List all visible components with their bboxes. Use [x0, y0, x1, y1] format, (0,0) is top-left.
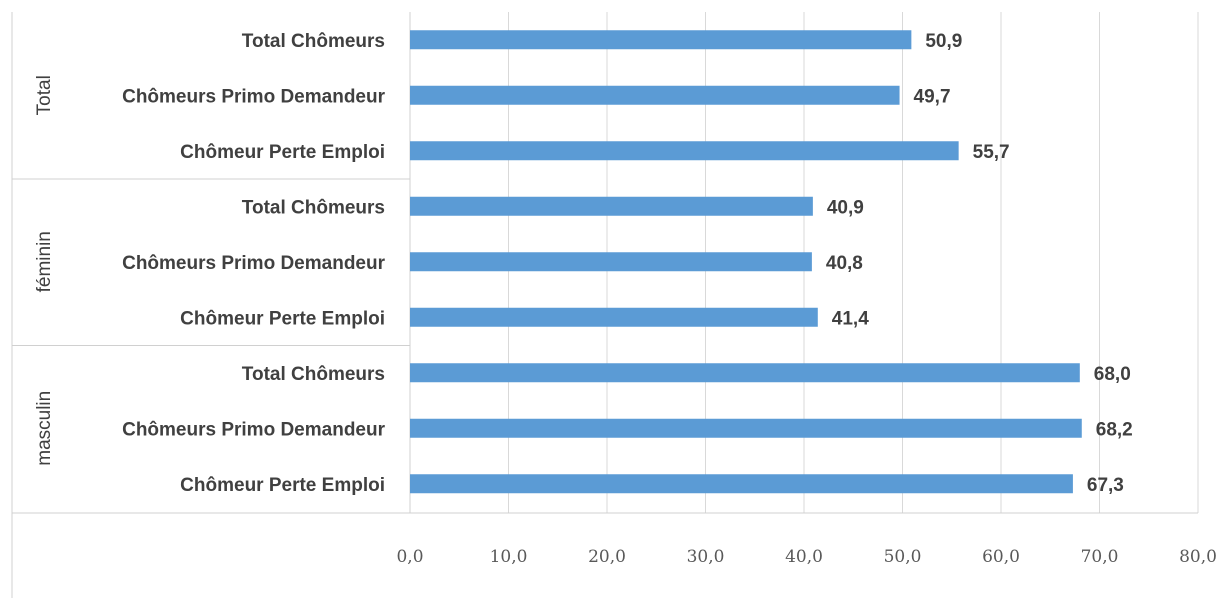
x-tick-label: 30,0 — [687, 547, 725, 567]
value-label: 50,9 — [925, 31, 962, 52]
value-label: 49,7 — [914, 86, 951, 107]
bar — [410, 141, 959, 161]
group-labels: Total féminin masculin — [34, 75, 55, 466]
group-label: Total — [34, 75, 55, 115]
category-label: Chômeur Perte Emploi — [180, 142, 385, 163]
bar — [410, 252, 812, 272]
category-label: Chômeurs Primo Demandeur — [122, 419, 385, 440]
value-label: 55,7 — [973, 142, 1010, 163]
category-label: Chômeurs Primo Demandeur — [122, 86, 385, 107]
x-tick-label: 10,0 — [490, 547, 528, 567]
x-tick-label: 80,0 — [1179, 547, 1217, 567]
bar — [410, 474, 1073, 494]
value-label: 68,2 — [1096, 419, 1133, 440]
value-label: 68,0 — [1094, 364, 1131, 385]
x-tick-label: 0,0 — [396, 547, 423, 567]
category-label: Chômeur Perte Emploi — [180, 308, 385, 329]
group-label: féminin — [34, 231, 55, 292]
x-tick-label: 60,0 — [982, 547, 1020, 567]
bar — [410, 85, 900, 105]
group-label: masculin — [34, 391, 55, 466]
bars — [410, 30, 1082, 494]
category-label: Total Chômeurs — [242, 31, 385, 52]
bar — [410, 418, 1082, 438]
value-label: 67,3 — [1087, 475, 1124, 496]
bar — [410, 196, 813, 216]
category-label: Total Chômeurs — [242, 197, 385, 218]
x-tick-label: 50,0 — [884, 547, 922, 567]
value-label: 40,9 — [827, 197, 864, 218]
category-label: Chômeurs Primo Demandeur — [122, 253, 385, 274]
bar — [410, 307, 818, 327]
x-tick-label: 20,0 — [588, 547, 626, 567]
bar — [410, 30, 912, 50]
x-axis-ticks: 0,0 10,0 20,0 30,0 40,0 50,0 60,0 70,0 80,0 — [396, 547, 1216, 567]
category-label: Total Chômeurs — [242, 364, 385, 385]
x-tick-label: 40,0 — [785, 547, 823, 567]
category-labels: 50,9 Total Chômeurs 49,7 Chômeurs Primo Dem… — [122, 31, 1133, 496]
value-label: 40,8 — [826, 253, 863, 274]
x-tick-label: 70,0 — [1081, 547, 1119, 567]
category-label: Chômeur Perte Emploi — [180, 475, 385, 496]
value-label: 41,4 — [832, 308, 869, 329]
bar — [410, 363, 1080, 383]
